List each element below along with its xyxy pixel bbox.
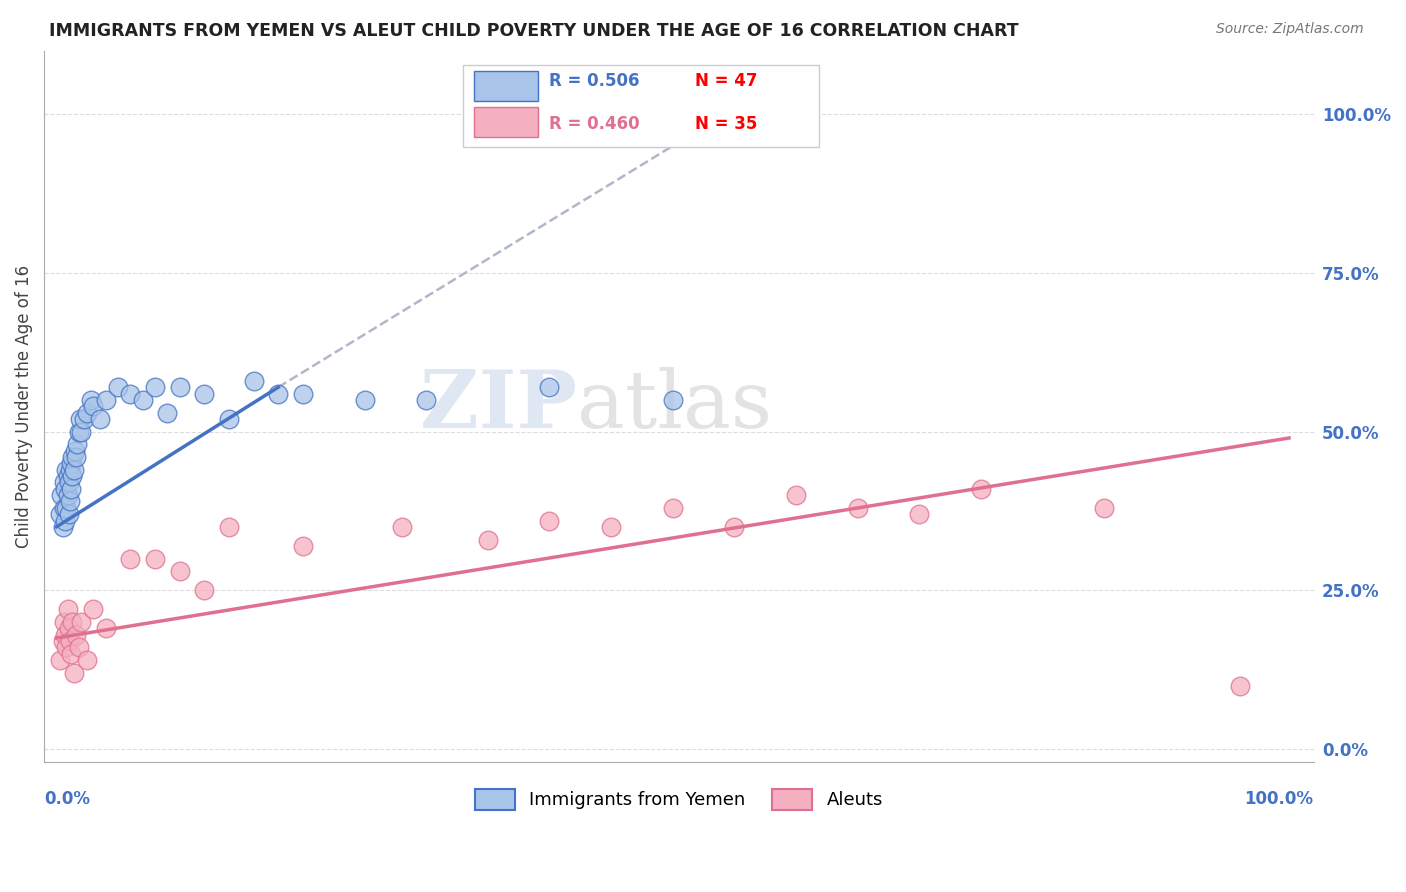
Point (82, 602, 104, 616)
Point (785, 488, 807, 502)
Point (52, 520, 75, 534)
Point (538, 514, 561, 528)
Text: atlas: atlas (578, 368, 772, 445)
Point (156, 406, 179, 420)
Point (67, 640, 90, 655)
Point (970, 482, 993, 496)
Point (59, 494, 82, 508)
Point (218, 412, 240, 426)
Point (58, 622, 80, 636)
Point (661, 392, 683, 407)
Point (69, 412, 91, 426)
Point (58, 475, 80, 490)
Point (60, 647, 83, 661)
Point (1092, 500, 1115, 515)
Point (52, 500, 75, 515)
Point (415, 392, 437, 407)
Point (291, 386, 314, 401)
Text: Source: ZipAtlas.com: Source: ZipAtlas.com (1216, 22, 1364, 37)
Point (67, 425, 90, 439)
Point (52, 615, 75, 629)
Point (55, 640, 77, 655)
Text: ZIP: ZIP (420, 368, 578, 445)
Point (70, 425, 93, 439)
Point (193, 386, 215, 401)
Point (169, 564, 191, 578)
Point (846, 500, 869, 515)
Text: 100.0%: 100.0% (1244, 790, 1313, 808)
Point (218, 520, 240, 534)
Point (56, 469, 79, 483)
Point (49, 653, 72, 667)
Point (60, 482, 83, 496)
Point (723, 520, 745, 534)
Legend: Immigrants from Yemen, Aleuts: Immigrants from Yemen, Aleuts (468, 781, 890, 817)
Point (52, 634, 75, 648)
Point (538, 380, 561, 394)
Text: R = 0.460: R = 0.460 (550, 115, 640, 133)
Text: 0.0%: 0.0% (44, 790, 90, 808)
Point (193, 583, 215, 598)
Point (600, 520, 623, 534)
Y-axis label: Child Poverty Under the Age of 16: Child Poverty Under the Age of 16 (15, 265, 32, 548)
FancyBboxPatch shape (474, 71, 538, 101)
Point (56, 602, 79, 616)
Text: IMMIGRANTS FROM YEMEN VS ALEUT CHILD POVERTY UNDER THE AGE OF 16 CORRELATION CHA: IMMIGRANTS FROM YEMEN VS ALEUT CHILD POV… (49, 22, 1019, 40)
Point (477, 533, 499, 547)
Point (65, 628, 87, 642)
FancyBboxPatch shape (474, 107, 538, 136)
Text: N = 47: N = 47 (696, 72, 758, 90)
Point (59, 634, 82, 648)
Point (120, 386, 142, 401)
Point (53, 482, 76, 496)
Point (242, 374, 264, 388)
Point (59, 463, 82, 477)
Point (89, 412, 111, 426)
Point (65, 450, 87, 464)
Point (72, 412, 94, 426)
Point (62, 469, 84, 483)
Point (267, 386, 290, 401)
Point (661, 500, 683, 515)
Point (51, 488, 73, 502)
Point (62, 665, 84, 680)
Point (391, 520, 413, 534)
Text: N = 35: N = 35 (696, 115, 758, 133)
Point (53, 628, 76, 642)
Point (60, 456, 83, 470)
Point (120, 551, 142, 566)
Point (82, 399, 104, 413)
Point (52, 475, 75, 490)
Point (63, 443, 86, 458)
Point (908, 507, 931, 521)
Point (76, 653, 98, 667)
Point (1229, 679, 1251, 693)
Point (66, 437, 89, 451)
Point (132, 392, 155, 407)
Point (143, 551, 166, 566)
Point (80, 392, 103, 407)
Point (94, 622, 117, 636)
Point (353, 392, 375, 407)
Point (94, 392, 117, 407)
Point (49, 507, 72, 521)
Point (56, 488, 79, 502)
Point (70, 615, 93, 629)
Text: R = 0.506: R = 0.506 (550, 72, 640, 90)
Point (76, 406, 98, 420)
Point (169, 380, 191, 394)
Point (58, 507, 80, 521)
Point (62, 463, 84, 477)
Point (107, 380, 129, 394)
Point (62, 615, 84, 629)
Point (53, 514, 76, 528)
Point (143, 380, 166, 394)
Point (55, 500, 77, 515)
Point (62, 450, 84, 464)
FancyBboxPatch shape (463, 65, 818, 146)
Point (55, 463, 77, 477)
Point (291, 539, 314, 553)
